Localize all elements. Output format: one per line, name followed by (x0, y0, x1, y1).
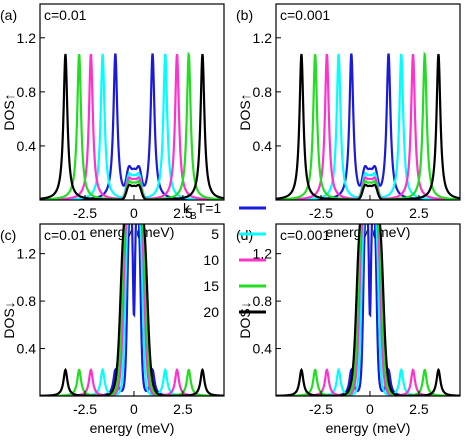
axes-frame (275, 223, 461, 397)
series-line-15 (276, 51, 460, 200)
x-tick-label: 0 (366, 401, 374, 417)
concentration-annotation: c=0.01 (44, 7, 87, 23)
y-tick-label: 1.2 (253, 30, 273, 46)
x-tick-label: -2.5 (309, 401, 333, 417)
concentration-annotation: c=0.001 (280, 227, 330, 243)
panel-c: -2.5 0 2.5 0.4 0.8 1.2 energy (meV) DOS↓ (c) c=0.… (0, 223, 225, 436)
y-tick-label: 0.4 (17, 138, 37, 154)
series-line-20 (276, 53, 460, 200)
series-line-5 (276, 53, 460, 200)
x-tick-label: -2.5 (309, 205, 333, 221)
plot-area (276, 51, 460, 200)
x-tick-label: 2.5 (409, 205, 429, 221)
series-line-20 (40, 224, 224, 396)
axes-frame (39, 223, 225, 397)
concentration-annotation: c=0.01 (44, 227, 87, 243)
legend-label: 10 (203, 252, 219, 268)
legend-label: 15 (203, 278, 219, 294)
y-axis-label: DOS↑ (1, 93, 17, 130)
y-tick-label: 0.4 (17, 341, 37, 357)
series-line-15 (40, 224, 224, 396)
y-tick-label: 0.8 (253, 84, 273, 100)
series-line-10 (40, 53, 224, 200)
axes-frame (39, 3, 225, 201)
y-tick-label: 1.2 (17, 30, 37, 46)
legend-label: 5 (211, 226, 219, 242)
concentration-annotation: c=0.001 (280, 7, 330, 23)
panel-label: (c) (0, 227, 16, 243)
y-tick-label: 0.4 (253, 138, 273, 154)
y-tick-label: 1.2 (17, 246, 37, 262)
x-axis-label: energy (meV) (326, 420, 411, 436)
x-tick-label: 0 (366, 205, 374, 221)
axes-frame (275, 3, 461, 201)
panel-label: (b) (236, 7, 253, 23)
series-line-10 (276, 53, 460, 200)
y-axis-label: DOS↑ (237, 93, 253, 130)
y-axis-label: DOS↓ (237, 301, 253, 338)
x-tick-label: -2.5 (73, 401, 97, 417)
x-tick-label: 2.5 (173, 401, 193, 417)
x-tick-label: 2.5 (409, 401, 429, 417)
x-tick-label: 0 (130, 401, 138, 417)
x-tick-label: 0 (130, 205, 138, 221)
legend-title: kBT=1 (183, 200, 221, 222)
panel-label: (a) (0, 7, 17, 23)
y-axis-label: DOS↓ (1, 301, 17, 338)
y-tick-label: 0.8 (17, 293, 37, 309)
y-tick-label: 0.4 (253, 341, 273, 357)
y-tick-label: 1.2 (253, 246, 273, 262)
legend: kBT=1 5 10 15 20 (183, 200, 266, 320)
plot-area (40, 51, 224, 200)
series-line-20 (276, 224, 460, 396)
series-line-15 (276, 224, 460, 396)
series-line-20 (40, 53, 224, 200)
x-tick-label: -2.5 (73, 205, 97, 221)
series-line-5 (40, 53, 224, 200)
series-line-15 (40, 51, 224, 200)
y-tick-label: 0.8 (17, 84, 37, 100)
y-tick-label: 0.8 (253, 293, 273, 309)
x-axis-label: energy (meV) (90, 420, 175, 436)
x-tick-label: 2.5 (173, 205, 193, 221)
legend-label: 20 (203, 304, 219, 320)
